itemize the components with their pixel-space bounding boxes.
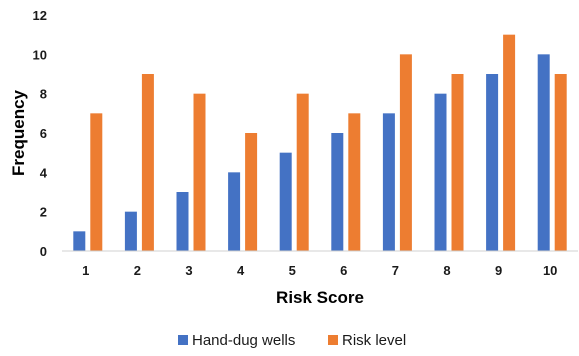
bar-hand-dug-wells-5 <box>279 152 292 251</box>
y-tick-label: 4 <box>40 165 48 180</box>
x-axis-title: Risk Score <box>276 288 364 307</box>
bar-risk-level-3 <box>193 93 206 252</box>
x-tick-label: 9 <box>495 263 502 278</box>
x-tick-label: 1 <box>82 263 89 278</box>
bar-hand-dug-wells-7 <box>382 113 395 251</box>
bar-risk-level-10 <box>554 74 567 251</box>
bar-hand-dug-wells-6 <box>331 133 344 251</box>
x-tick-label: 4 <box>237 263 245 278</box>
y-axis-title: Frequency <box>9 89 28 176</box>
bar-risk-level-7 <box>399 54 412 252</box>
bar-risk-level-4 <box>245 133 258 251</box>
y-axis-ticks: 0 2 4 6 8 10 12 <box>33 8 48 259</box>
y-tick-label: 6 <box>40 126 47 141</box>
bar-hand-dug-wells-9 <box>486 74 499 251</box>
bar-hand-dug-wells-8 <box>434 93 447 252</box>
legend-label: Risk level <box>342 332 406 349</box>
legend: Hand-dug wells Risk level <box>178 332 406 349</box>
bar-hand-dug-wells-1 <box>73 231 86 251</box>
x-tick-label: 5 <box>289 263 296 278</box>
legend-label: Hand-dug wells <box>192 332 295 349</box>
x-tick-label: 8 <box>443 263 450 278</box>
bar-hand-dug-wells-2 <box>124 211 137 251</box>
x-axis-ticks: 1 2 3 4 5 6 7 8 9 10 <box>82 263 557 278</box>
legend-swatch <box>178 335 188 345</box>
x-tick-label: 7 <box>392 263 399 278</box>
x-tick-label: 6 <box>340 263 347 278</box>
y-tick-label: 2 <box>40 205 47 220</box>
y-tick-label: 8 <box>40 87 47 102</box>
x-tick-label: 3 <box>185 263 192 278</box>
y-tick-label: 12 <box>33 8 47 23</box>
bar-risk-level-5 <box>296 93 309 252</box>
x-tick-label: 10 <box>543 263 557 278</box>
bar-risk-level-8 <box>451 74 464 251</box>
bar-risk-level-9 <box>503 34 516 251</box>
bar-hand-dug-wells-10 <box>537 54 550 252</box>
legend-swatch <box>328 335 338 345</box>
y-tick-label: 10 <box>33 47 47 62</box>
bars <box>73 34 567 252</box>
y-tick-label: 0 <box>40 244 47 259</box>
bar-risk-level-6 <box>348 113 361 251</box>
x-tick-label: 2 <box>134 263 141 278</box>
bar-hand-dug-wells-3 <box>176 192 189 251</box>
bar-risk-level-1 <box>90 113 103 251</box>
bar-risk-level-2 <box>141 74 154 251</box>
bar-hand-dug-wells-4 <box>228 172 241 251</box>
